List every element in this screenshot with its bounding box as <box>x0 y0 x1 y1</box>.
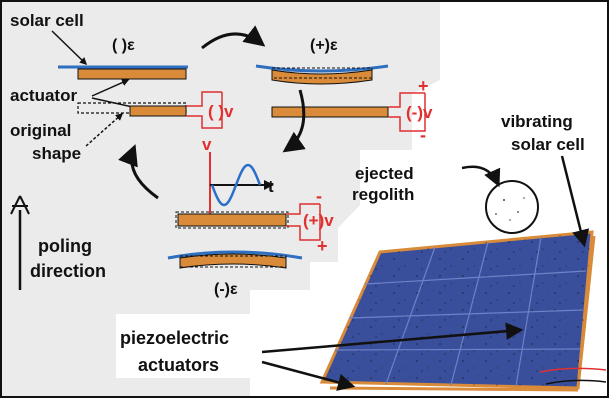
solar-panel-illustration <box>319 230 607 392</box>
circuit-wire-bottom <box>388 93 426 132</box>
circuit-wire-bottom <box>286 204 321 241</box>
negative-strain-label: (-)ε <box>214 281 238 298</box>
actuator-bar <box>129 105 187 117</box>
state-positive-voltage: - (+)v + <box>175 186 334 256</box>
original-shape-outline <box>271 67 373 79</box>
actuator-bar-bent <box>271 69 373 85</box>
minus-sign: - <box>420 125 426 145</box>
piezo-pointer-bottom <box>261 360 356 391</box>
circuit-wire-top <box>388 92 425 108</box>
ejected-label-line2: regolith <box>352 185 414 204</box>
cycle-arrow-right <box>282 89 306 153</box>
actuator-bar-bent <box>179 253 287 269</box>
vibrating-label-line1: vibrating <box>501 112 573 131</box>
piezo-label-background <box>116 314 266 378</box>
actuator-strip-right <box>576 235 596 389</box>
vibrating-pointer <box>560 155 590 248</box>
negative-voltage-label: (-)v <box>406 103 433 122</box>
solar-cell-pointer <box>51 30 88 66</box>
state-neutral-top: solar cell ( )ε <box>10 11 188 80</box>
original-shape-pointer <box>85 113 124 147</box>
actuator-bar <box>177 213 287 227</box>
circuit-wire-top <box>286 203 320 215</box>
cycle-arrow-top <box>201 25 266 50</box>
original-shape-outline <box>175 211 289 229</box>
neutral-voltage-label: ( )v <box>208 102 234 121</box>
panel-grid <box>334 236 587 387</box>
piezo-label-line1: piezoelectric <box>120 328 229 348</box>
vibrating-solar-cell: vibrating solar cell <box>501 112 590 248</box>
original-shape-label-line1: original <box>10 121 71 140</box>
solar-cell-label: solar cell <box>10 11 84 30</box>
background-panel <box>2 2 440 396</box>
vibrating-label-line2: solar cell <box>511 135 585 154</box>
ejected-label-line1: ejected <box>355 164 414 183</box>
actuator-strip-bottom <box>329 386 579 392</box>
circuit-wire-top <box>186 91 222 107</box>
plus-sign: + <box>317 236 328 256</box>
piezo-pointer-right <box>261 322 524 354</box>
poling-direction: poling direction <box>10 195 106 290</box>
poling-arrow-head <box>10 195 30 215</box>
poling-label-line2: direction <box>30 261 106 281</box>
waveform-t-label: t <box>268 177 274 196</box>
positive-voltage-label: (+)v <box>303 211 334 230</box>
original-shape-label-line2: shape <box>32 144 81 163</box>
voltage-waveform: v t <box>202 135 274 218</box>
sine-wave <box>210 163 262 207</box>
state-negative-voltage: + (-)v - <box>271 76 433 145</box>
circuit-wire-bottom <box>186 92 223 129</box>
original-shape-outline <box>179 255 287 268</box>
actuator-pointer-top <box>91 79 130 97</box>
state-positive-strain: (+)ε <box>255 37 389 85</box>
actuator-label: actuator <box>10 86 77 105</box>
voltage-lead-black <box>545 379 607 385</box>
poling-label-line1: poling <box>38 236 92 256</box>
plus-sign: + <box>418 76 429 96</box>
positive-strain-label: (+)ε <box>310 37 338 54</box>
ejected-regolith: ejected regolith <box>352 164 539 234</box>
cycle-arrow-left <box>118 144 159 200</box>
neutral-strain-label: ( )ε <box>112 37 135 54</box>
waveform-v-label: v <box>202 135 212 154</box>
regolith-zoom-circle <box>485 180 539 234</box>
actuator-bar <box>77 68 187 80</box>
state-negative-strain: (-)ε <box>167 250 303 298</box>
minus-sign: - <box>316 186 322 206</box>
state-original-shape: ( )v <box>77 91 234 129</box>
voltage-lead-red <box>539 367 607 373</box>
actuator-bar <box>271 106 389 118</box>
piezo-label-line2: actuators <box>138 355 219 375</box>
ejected-pointer <box>461 165 501 188</box>
solar-cell-strip <box>255 64 389 73</box>
piezoelectric-actuators: piezoelectric actuators <box>116 314 524 391</box>
